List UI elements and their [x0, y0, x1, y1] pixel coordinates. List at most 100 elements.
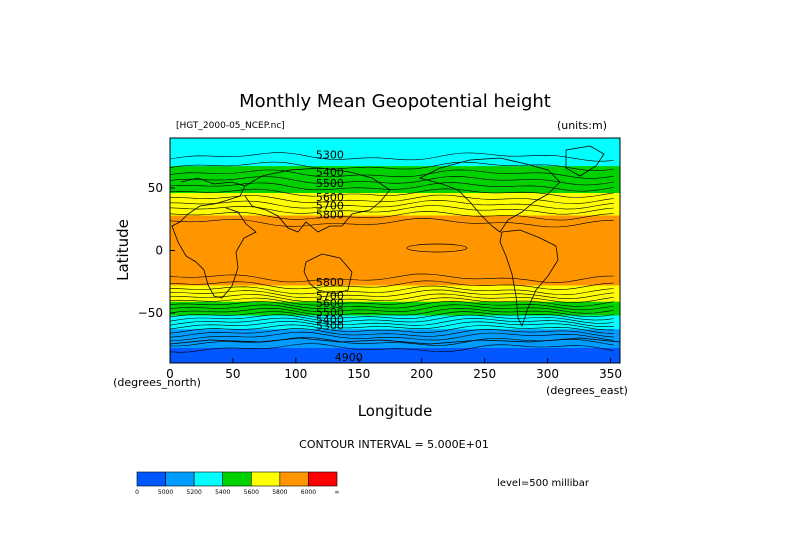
color-band: [170, 346, 620, 348]
color-band: [170, 280, 620, 282]
color-band: [170, 246, 620, 248]
color-band: [170, 243, 620, 245]
color-band: [170, 247, 620, 249]
colorbar-swatch: [279, 471, 309, 487]
color-band: [170, 263, 620, 265]
color-band: [170, 161, 620, 163]
color-band: [170, 293, 620, 295]
color-band: [170, 339, 620, 341]
color-band: [170, 286, 620, 288]
color-band: [170, 208, 620, 210]
color-band: [170, 219, 620, 221]
color-band: [170, 228, 620, 230]
color-band: [170, 214, 620, 216]
color-band: [170, 202, 620, 204]
color-band: [170, 243, 620, 245]
color-band: [170, 203, 620, 205]
color-band: [170, 281, 620, 283]
y-unit-label: (degrees_north): [113, 376, 201, 389]
color-band: [170, 338, 620, 340]
color-band: [170, 311, 620, 313]
color-band: [170, 216, 620, 218]
color-band: [170, 139, 620, 141]
color-band: [170, 140, 620, 142]
level-text: level=500 millibar: [497, 478, 590, 489]
contour-line: [169, 280, 614, 290]
color-band: [170, 238, 620, 240]
color-band: [170, 248, 620, 250]
color-band: [170, 190, 620, 192]
color-band: [170, 207, 620, 209]
color-band: [170, 179, 620, 181]
color-band: [170, 312, 620, 314]
color-band: [170, 149, 620, 151]
colorbar-swatch: [136, 471, 166, 487]
color-band: [170, 334, 620, 336]
color-band: [170, 159, 620, 161]
color-band: [170, 162, 620, 164]
color-band: [170, 187, 620, 189]
x-tick-label: 150: [347, 367, 370, 381]
color-band: [170, 197, 620, 199]
color-band: [170, 318, 620, 320]
contour-line: [169, 169, 614, 179]
contour-line: [169, 161, 614, 171]
color-band: [170, 231, 620, 233]
color-band: [170, 334, 620, 336]
contour-line: [169, 188, 614, 198]
color-band: [170, 337, 620, 339]
color-band: [170, 325, 620, 327]
continent-outlines: [169, 145, 621, 345]
color-band: [170, 235, 620, 237]
australia-outline: [303, 253, 353, 295]
color-band: [170, 192, 620, 194]
y-tick-label: −50: [138, 306, 163, 320]
color-band: [170, 257, 620, 259]
color-band: [170, 153, 620, 155]
color-band: [170, 301, 620, 303]
color-band: [170, 171, 620, 173]
color-band: [170, 324, 620, 326]
color-band: [170, 358, 620, 360]
contour-label: 4900: [335, 351, 363, 364]
color-band: [170, 262, 620, 264]
color-band: [170, 292, 620, 294]
color-band: [170, 166, 620, 168]
color-band: [170, 251, 620, 253]
color-band: [170, 278, 620, 280]
color-band: [170, 315, 620, 317]
color-band: [170, 283, 620, 285]
color-band: [170, 319, 620, 321]
color-band: [170, 223, 620, 225]
color-band: [170, 344, 620, 346]
color-band: [170, 234, 620, 236]
color-band: [170, 237, 620, 239]
contour-line: [169, 293, 614, 303]
contour-label: 5500: [316, 306, 344, 319]
color-band: [170, 157, 620, 159]
color-band: [170, 218, 620, 220]
color-band: [170, 171, 620, 173]
color-band: [170, 194, 620, 196]
color-band: [170, 169, 620, 171]
color-band: [170, 183, 620, 185]
color-band: [170, 256, 620, 258]
color-band: [170, 152, 620, 154]
color-band: [170, 338, 620, 340]
color-band: [170, 283, 620, 285]
color-band: [170, 244, 620, 246]
contour-line: [169, 314, 614, 324]
contour-interval-text: CONTOUR INTERVAL = 5.000E+01: [299, 438, 489, 451]
colorbar-swatch: [222, 471, 252, 487]
contour-value-labels: 5300540055005600570058005800570056005500…: [316, 148, 363, 364]
contour-label: 5500: [316, 177, 344, 190]
color-band: [170, 269, 620, 271]
color-band: [170, 163, 620, 165]
colorbar-label: 6000: [301, 489, 316, 496]
color-band: [170, 189, 620, 191]
color-band: [170, 353, 620, 355]
color-band: [170, 344, 620, 346]
color-band: [170, 226, 620, 228]
color-band: [170, 180, 620, 182]
x-tick-label: 200: [410, 367, 433, 381]
